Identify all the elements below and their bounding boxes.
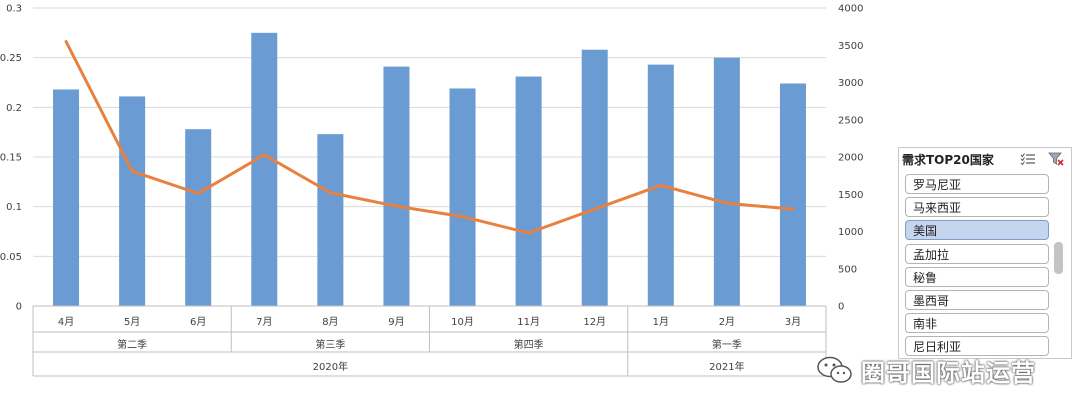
bar <box>581 49 608 306</box>
right-axis-labels: 0 500 1000 1500 2000 2500 3000 3500 4000 <box>838 4 863 313</box>
slicer-item[interactable]: 马来西亚 <box>905 197 1049 218</box>
quarter-label: 第二季 <box>117 338 147 351</box>
line-series <box>64 40 795 235</box>
right-axis-tick-label: 3500 <box>838 41 863 52</box>
slicer-item-list: 罗马尼亚 马来西亚 美国 孟加拉 秘鲁 墨西哥 南非 尼日利亚 <box>905 174 1049 360</box>
year-label: 2020年 <box>313 360 348 373</box>
slicer-item[interactable]: 孟加拉 <box>905 243 1049 264</box>
left-axis-tick-label: 0.25 <box>0 53 22 64</box>
slicer-item[interactable]: 南非 <box>905 313 1049 334</box>
year-label: 2021年 <box>709 360 744 373</box>
x-tick-label: 5月 <box>124 316 140 328</box>
left-axis-tick-label: 0.05 <box>0 252 22 263</box>
right-axis-tick-label: 2500 <box>838 115 863 126</box>
country-slicer: 需求TOP20国家 罗马尼亚 马来西亚 美国 孟加拉 秘鲁 墨西哥 南非 <box>898 147 1072 359</box>
right-axis-tick-label: 2000 <box>838 153 863 164</box>
right-axis-tick-label: 500 <box>838 264 857 275</box>
line-series-path <box>64 40 795 235</box>
right-axis-tick-label: 0 <box>838 302 844 313</box>
clear-filter-icon[interactable] <box>1048 151 1064 167</box>
x-tick-label: 4月 <box>58 316 74 328</box>
bar <box>515 76 542 306</box>
right-axis-tick-label: 3000 <box>838 78 863 89</box>
x-tick-label: 9月 <box>388 316 404 328</box>
bar <box>251 32 278 306</box>
right-axis-tick-label: 1000 <box>838 227 863 238</box>
right-axis-tick-label: 1500 <box>838 190 863 201</box>
x-tick-label: 10月 <box>451 316 474 328</box>
quarter-label: 第四季 <box>514 338 544 351</box>
bar <box>383 66 410 307</box>
slicer-item[interactable]: 尼日利亚 <box>905 336 1049 357</box>
bar <box>449 88 476 307</box>
left-axis-tick-label: 0 <box>16 302 22 313</box>
right-axis-tick-label: 4000 <box>838 4 863 15</box>
bar <box>119 96 146 306</box>
watermark: 圈哥国际站运营 <box>815 352 1036 388</box>
bar <box>53 89 80 306</box>
slicer-item[interactable]: 墨西哥 <box>905 289 1049 310</box>
multi-select-icon[interactable] <box>1020 151 1036 167</box>
x-tick-label: 1月 <box>653 316 669 328</box>
slicer-scrollbar[interactable] <box>1054 242 1063 274</box>
wechat-icon <box>817 356 852 383</box>
x-tick-label: 12月 <box>583 316 606 328</box>
slicer-item-selected[interactable]: 美国 <box>905 220 1049 241</box>
x-tick-label: 8月 <box>322 316 338 328</box>
x-tick-label: 3月 <box>785 316 801 328</box>
slicer-item[interactable]: 秘鲁 <box>905 266 1049 287</box>
bar <box>317 134 344 306</box>
watermark-text: 圈哥国际站运营 <box>861 358 1036 387</box>
left-axis-labels: 0 0.05 0.1 0.15 0.2 0.25 0.3 <box>0 4 22 313</box>
x-tick-label: 7月 <box>256 316 272 328</box>
bar-series <box>53 32 806 307</box>
left-axis-tick-label: 0.1 <box>6 202 22 213</box>
slicer-title: 需求TOP20国家 <box>902 153 994 167</box>
gridlines <box>33 7 826 307</box>
x-tick-label: 11月 <box>517 316 540 328</box>
left-axis-tick-label: 0.2 <box>6 103 22 114</box>
quarter-label: 第一季 <box>712 338 742 351</box>
x-tick-label: 2月 <box>719 316 735 328</box>
slicer-item[interactable]: 罗马尼亚 <box>905 174 1049 194</box>
slicer-header: 需求TOP20国家 <box>899 148 1071 170</box>
bar <box>779 83 806 306</box>
bar <box>713 57 740 306</box>
left-axis-tick-label: 0.3 <box>6 4 22 15</box>
quarter-label: 第三季 <box>315 338 345 351</box>
left-axis-tick-label: 0.15 <box>0 153 22 164</box>
x-tick-label: 6月 <box>190 316 206 328</box>
bar <box>185 129 212 306</box>
